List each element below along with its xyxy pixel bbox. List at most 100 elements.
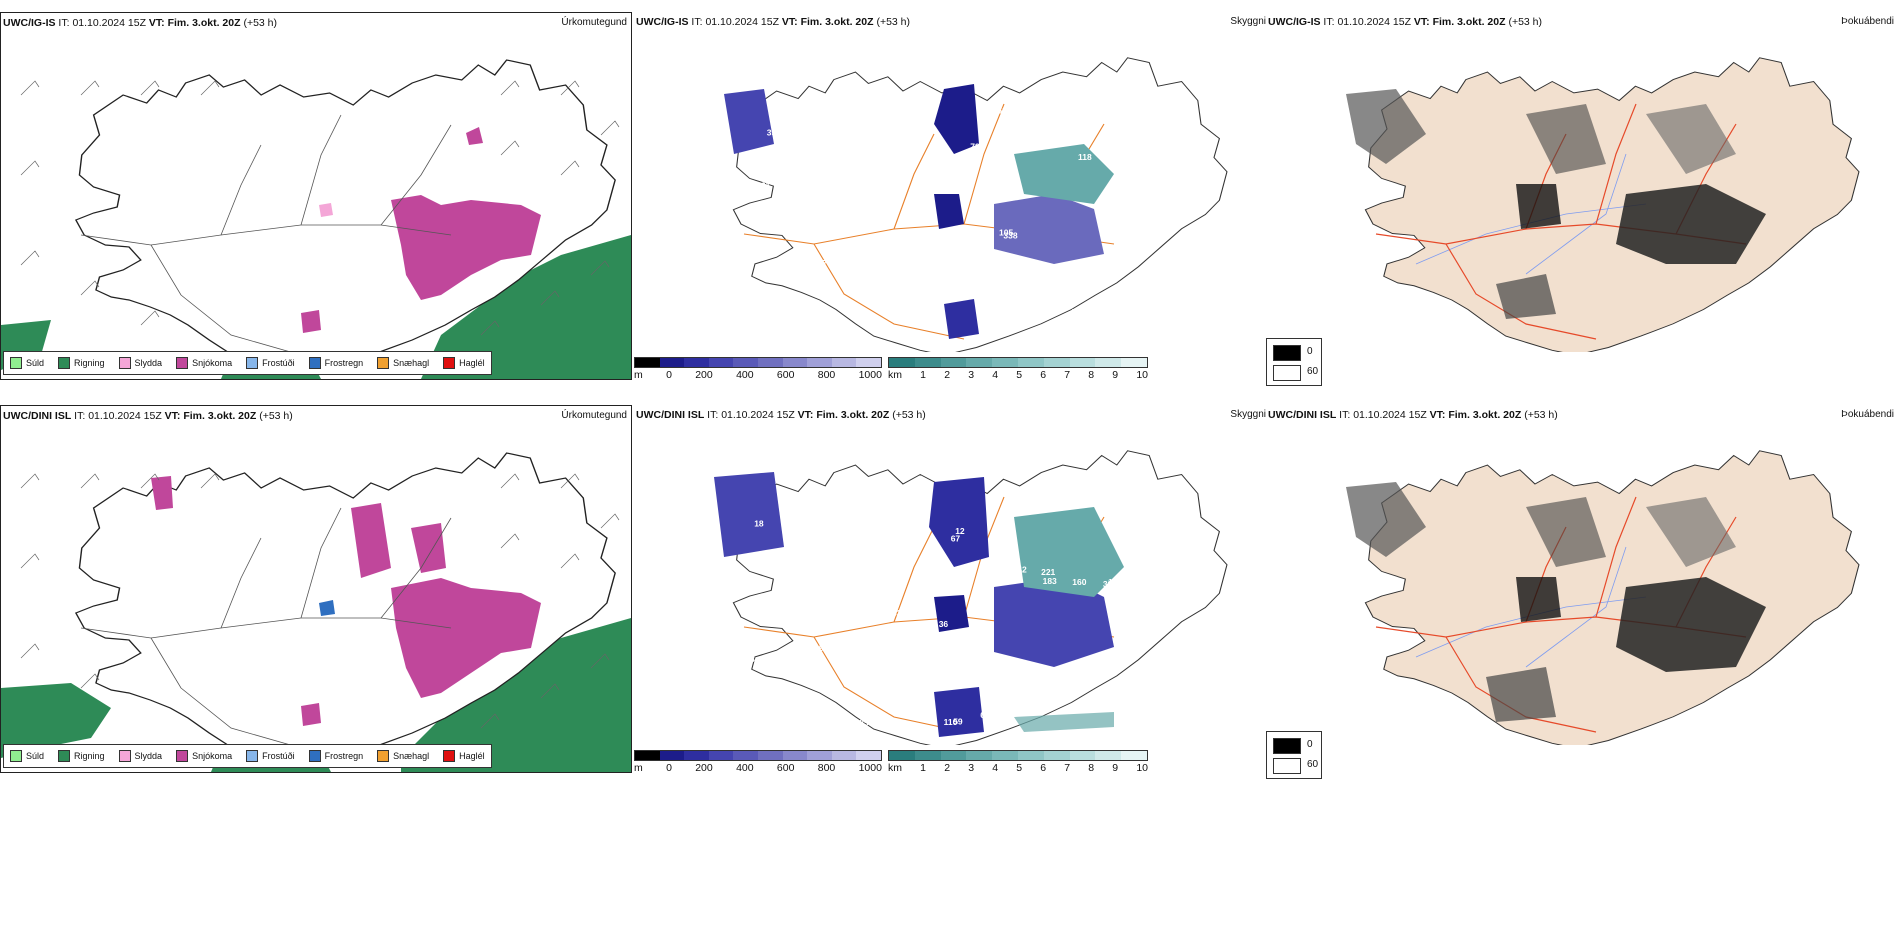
snow-area — [391, 195, 541, 300]
road-network — [80, 114, 452, 356]
visibility-value-label: 110 — [944, 717, 958, 727]
visibility-value-label: 83 — [892, 608, 902, 618]
fog-panel-bottom: UWC/DINI ISL IT: 01.10.2024 15Z VT: Fim.… — [1266, 405, 1898, 779]
visibility-value-label: 109 — [923, 153, 937, 163]
precip-map — [1, 59, 631, 379]
visibility-value-label: 15 — [815, 131, 825, 141]
visibility-value-label: 66 — [849, 158, 859, 168]
visibility-value-label: 147 — [894, 131, 908, 141]
legend-item: Haglél — [443, 750, 485, 762]
legend-item: Slydda — [118, 357, 162, 369]
visibility-areas — [714, 472, 1124, 737]
visibility-value-label: 127 — [974, 229, 988, 239]
rain-area — [1, 683, 111, 758]
visibility-value-label: 196 — [814, 643, 828, 653]
visibility-value-label: 86 — [857, 482, 867, 492]
variable-name: Þokuábendi — [1841, 16, 1894, 27]
visibility-value-label: 338 — [1003, 231, 1017, 241]
visibility-value-label: 314 — [944, 170, 958, 180]
visibility-value-label: 20 — [926, 320, 936, 330]
fog-map — [1346, 450, 1860, 745]
visibility-panel-top: UWC/IG-IS IT: 01.10.2024 15Z VT: Fim. 3.… — [634, 12, 1266, 381]
panel-header: UWC/DINI ISL IT: 01.10.2024 15Z VT: Fim.… — [1268, 409, 1558, 421]
legend-item: Frostregn — [308, 357, 363, 369]
legend-item: Slydda — [118, 750, 162, 762]
legend-item: Súld — [10, 750, 44, 762]
legend-item: Snjókoma — [176, 357, 232, 369]
visibility-value-label: 96 — [982, 665, 992, 675]
legend-item: Frostúði — [246, 750, 295, 762]
precip-legend: Súld Rigning Slydda Snjókoma Frostúði Fr… — [3, 351, 492, 375]
snow-area — [466, 127, 483, 145]
freezing-rain-area — [319, 600, 335, 616]
variable-name: Þokuábendi — [1841, 409, 1894, 420]
legend-item: Frostúði — [246, 357, 295, 369]
visibility-value-label: 889 — [780, 573, 794, 583]
visibility-map: 70 21 22 85 78 86 218 109 609 66 136 77 147 314 338 391… — [724, 57, 1228, 352]
panel-header: UWC/DINI ISL IT: 01.10.2024 15Z VT: Fim.… — [636, 409, 926, 421]
visibility-value-label: 93 — [773, 597, 783, 607]
visibility-value-label: 142 — [1013, 565, 1027, 575]
variable-name: Úrkomutegund — [561, 17, 627, 28]
visibility-value-label: 86 — [780, 311, 790, 321]
variable-name: Úrkomutegund — [561, 410, 627, 421]
rain-area — [401, 618, 631, 772]
snow-area — [301, 703, 321, 726]
precip-type-panel-bottom: UWC/DINI ISL IT: 01.10.2024 15Z VT: Fim.… — [0, 405, 632, 773]
visibility-value-label: 79 — [849, 608, 859, 618]
visibility-value-label: 22 — [1078, 119, 1088, 129]
visibility-value-label: 69 — [997, 106, 1007, 116]
visibility-value-label: 11 — [1067, 281, 1076, 291]
legend-item: Súld — [10, 357, 44, 369]
fog-shading — [1346, 89, 1766, 319]
wind-barbs — [20, 80, 620, 336]
visibility-value-label: 71 — [848, 493, 858, 503]
visibility-value-label: 21 — [761, 181, 771, 191]
visibility-value-label: 17 — [818, 258, 828, 268]
visibility-value-label: 79 — [1046, 682, 1056, 692]
visibility-value-label: 209 — [783, 597, 797, 607]
visibility-value-label: 218 — [884, 130, 898, 140]
vis-m-colorbar: m 0 200 400 600 800 1000 — [634, 357, 882, 381]
rain-area — [421, 235, 631, 379]
visibility-value-label: 120 — [756, 613, 770, 623]
visibility-value-label: 88 — [882, 275, 892, 285]
variable-name: Skyggni — [1230, 409, 1266, 420]
visibility-value-label: 221 — [1041, 567, 1055, 577]
road-network — [80, 507, 452, 749]
legend-item: Snjókoma — [176, 750, 232, 762]
visibility-value-label: 85 — [874, 206, 884, 216]
visibility-value-label: 59 — [953, 716, 963, 726]
vis-km-colorbar: km 1 2 3 4 5 6 7 8 9 10 — [888, 750, 1148, 774]
visibility-value-label: 609 — [773, 260, 787, 270]
panel-header: UWC/DINI ISL IT: 01.10.2024 15Z VT: Fim.… — [3, 410, 293, 422]
visibility-value-label: 70 — [1072, 307, 1082, 317]
visibility-value-label: 25 — [1004, 511, 1014, 521]
snow-area — [411, 523, 446, 573]
legend-item: Haglél — [443, 357, 485, 369]
visibility-value-label: 160 — [1072, 577, 1086, 587]
fog-shading — [1346, 482, 1766, 722]
visibility-value-label: 274 — [760, 660, 774, 670]
visibility-value-label: 198 — [1052, 679, 1066, 689]
visibility-value-label: 173 — [876, 572, 890, 582]
visibility-value-label: 72 — [1032, 486, 1042, 496]
visibility-value-label: 222 — [882, 193, 896, 203]
visibility-value-label: 125 — [855, 717, 869, 727]
visibility-value-label: 18 — [754, 518, 764, 528]
visibility-value-label: 136 — [745, 296, 759, 306]
snow-area — [301, 310, 321, 333]
visibility-value-label: 183 — [1043, 576, 1057, 586]
visibility-value-label: 104 — [925, 587, 939, 597]
visibility-value-label: 105 — [999, 228, 1013, 238]
visibility-value-label: 67 — [951, 533, 961, 543]
sleet-area — [319, 203, 333, 217]
visibility-value-label: 36 — [939, 619, 949, 629]
visibility-value-label: 398 — [741, 654, 755, 664]
panel-header: UWC/IG-IS IT: 01.10.2024 15Z VT: Fim. 3.… — [636, 16, 911, 28]
legend-item: Snæhagl — [377, 750, 429, 762]
legend-item: Snæhagl — [377, 357, 429, 369]
visibility-value-label: 165 — [1113, 173, 1127, 183]
